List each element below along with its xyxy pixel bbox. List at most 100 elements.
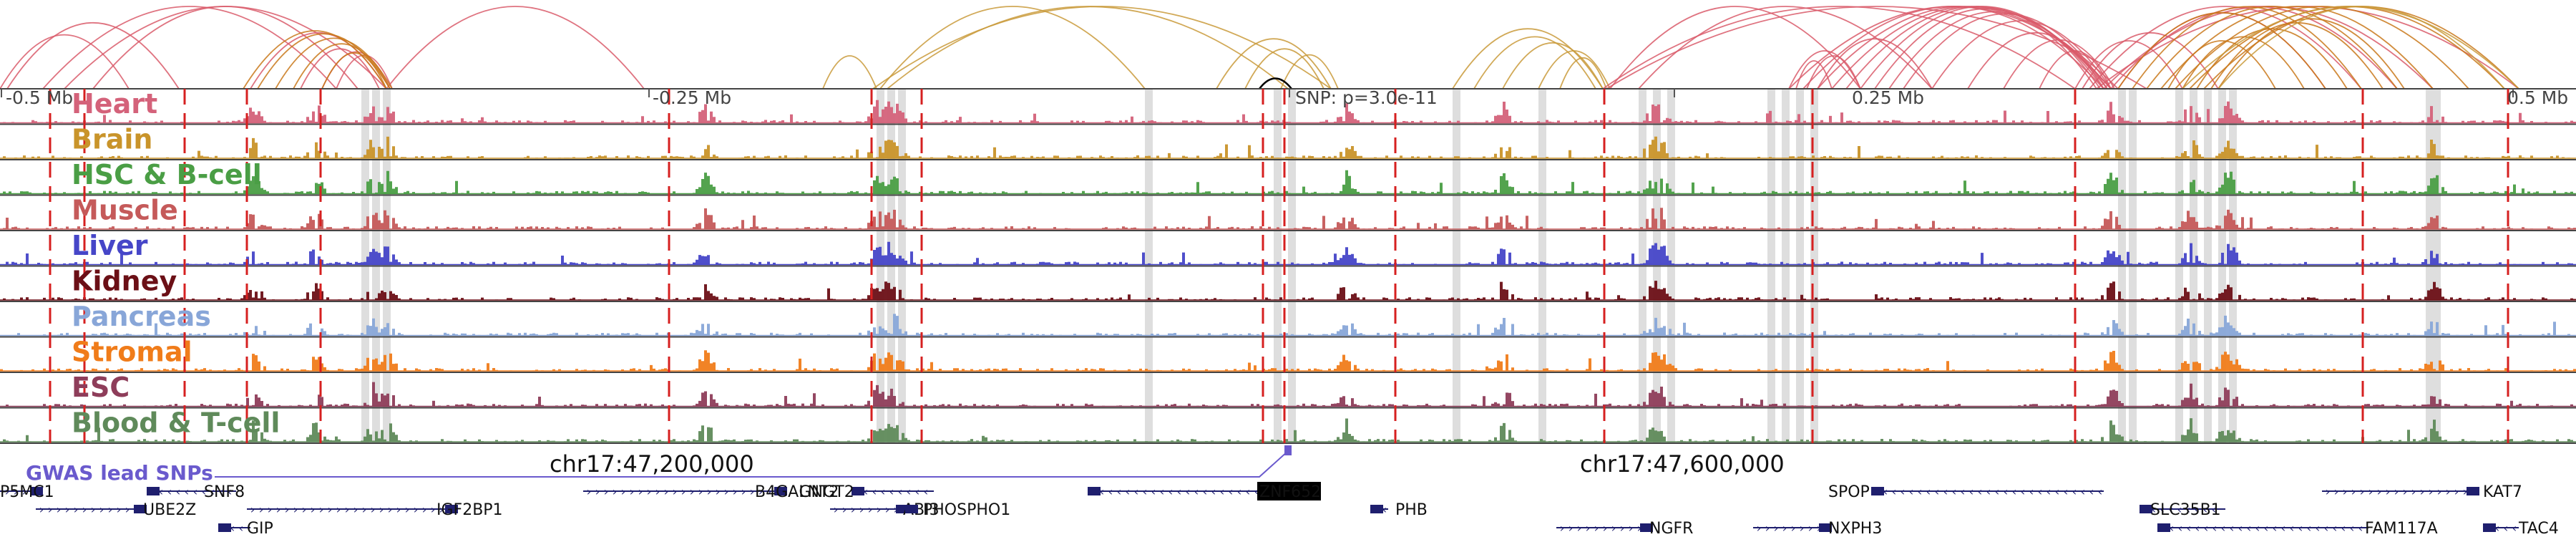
strand-chevron: ‹ bbox=[1969, 485, 1974, 498]
interaction-arc bbox=[275, 37, 393, 90]
interaction-arc bbox=[1559, 57, 1607, 90]
gene-label: TAC4 bbox=[2518, 520, 2559, 537]
strand-chevron: › bbox=[2429, 485, 2433, 498]
strand-chevron: ‹ bbox=[1926, 485, 1931, 498]
gwas-snp-marker bbox=[1284, 445, 1292, 455]
gene-b4galnt2: ›››››››››››››››››››››››B4GALNT2 bbox=[583, 483, 839, 501]
strand-chevron: ‹ bbox=[2512, 521, 2517, 535]
gene-phb: ‹‹PHB bbox=[1370, 501, 1428, 519]
strand-chevron: ‹ bbox=[889, 485, 894, 498]
red-marker-lines bbox=[49, 89, 2509, 443]
interaction-arc bbox=[2074, 40, 2183, 90]
track-signal bbox=[0, 350, 2576, 371]
track-signal bbox=[0, 418, 2576, 442]
strand-chevron: › bbox=[371, 503, 375, 516]
interaction-arc bbox=[2003, 39, 2115, 90]
gene-p5mc1: ›››››P5MC1 bbox=[0, 483, 54, 501]
strand-chevron: ‹ bbox=[1901, 485, 1905, 498]
strand-chevron: ‹ bbox=[1203, 485, 1207, 498]
gene-label: PHOSPHO1 bbox=[923, 501, 1010, 519]
gene-label: NGFR bbox=[1649, 520, 1693, 537]
gene-exon bbox=[774, 487, 787, 495]
gene-exon bbox=[1370, 505, 1383, 513]
gene-exon bbox=[852, 487, 864, 495]
strand-chevron: ‹ bbox=[1892, 485, 1896, 498]
strand-chevron: ‹ bbox=[1995, 485, 1999, 498]
strand-chevron: › bbox=[690, 485, 694, 498]
axis-label-left-mid: -0.25 Mb bbox=[653, 87, 731, 108]
interaction-arc bbox=[243, 30, 387, 90]
interaction-arc bbox=[1502, 42, 1604, 90]
strand-chevron: ‹ bbox=[2333, 521, 2337, 535]
gene-exon bbox=[1088, 487, 1101, 495]
strand-chevron: › bbox=[604, 485, 608, 498]
strand-chevron: › bbox=[414, 503, 418, 516]
strand-chevron: › bbox=[2326, 485, 2330, 498]
strand-chevron: › bbox=[1637, 521, 1641, 535]
track-labels: Heart Brain HSC & B-cell Muscle Liver Kidney P… bbox=[72, 88, 280, 439]
strand-chevron: ‹ bbox=[1177, 485, 1181, 498]
interaction-arc bbox=[386, 6, 645, 90]
strand-chevron: ‹ bbox=[924, 485, 928, 498]
strand-chevron: ‹ bbox=[1194, 485, 1199, 498]
interaction-arc bbox=[1795, 60, 1833, 90]
strand-chevron: ‹ bbox=[2004, 485, 2008, 498]
gene-gip: ‹‹‹GIP bbox=[218, 520, 273, 537]
track-label: Stromal bbox=[72, 337, 192, 368]
gene-annotation-track: › › › › › P5MC1 ‹ ‹ ‹ ‹ ‹ ‹ ‹ ‹ ‹ ‹ SNF8 › › › › › › › › › › › › › › › ›… bbox=[0, 482, 2559, 537]
strand-chevron: ‹ bbox=[2298, 521, 2303, 535]
gene-exon bbox=[905, 505, 918, 513]
interaction-arc bbox=[822, 55, 877, 90]
strand-chevron: › bbox=[379, 503, 384, 516]
axis-label-left: -0.5 Mb bbox=[6, 87, 73, 108]
track-signal bbox=[0, 136, 2576, 158]
gene-znf652: ‹‹‹‹‹‹‹‹‹‹‹‹‹‹‹‹‹‹‹‹ZNF652 bbox=[1088, 482, 1321, 501]
strand-chevron: ‹ bbox=[2203, 503, 2207, 516]
strand-chevron: ‹ bbox=[881, 485, 885, 498]
interaction-arc bbox=[2132, 6, 2362, 90]
strand-chevron: › bbox=[285, 503, 289, 516]
strand-chevron: › bbox=[664, 485, 668, 498]
strand-chevron: ‹ bbox=[2316, 521, 2320, 535]
strand-chevron: ‹ bbox=[2064, 485, 2068, 498]
strand-chevron: ‹ bbox=[2341, 521, 2346, 535]
strand-chevron: › bbox=[767, 485, 771, 498]
snp-pvalue-label: SNP: p=3.0e-11 bbox=[1295, 87, 1438, 108]
interaction-arc bbox=[42, 6, 337, 90]
interaction-arc bbox=[293, 43, 391, 90]
gene-snf8: ‹‹‹‹‹‹‹‹‹‹SNF8 bbox=[147, 483, 245, 501]
gene-exon bbox=[30, 487, 43, 495]
strand-chevron: ‹ bbox=[1246, 485, 1250, 498]
strand-chevron: › bbox=[1568, 521, 1573, 535]
strand-chevron: ‹ bbox=[1986, 485, 1991, 498]
strand-chevron: › bbox=[2351, 485, 2356, 498]
strand-chevron: ‹ bbox=[2247, 521, 2251, 535]
strand-chevron: ‹ bbox=[2273, 521, 2277, 535]
strand-chevron: ‹ bbox=[1117, 485, 1121, 498]
interaction-arc bbox=[2175, 6, 2469, 90]
track-signal bbox=[0, 208, 2576, 229]
strand-chevron: › bbox=[293, 503, 298, 516]
interaction-arc bbox=[64, 6, 387, 90]
track-signal bbox=[0, 314, 2576, 336]
strand-chevron: ‹ bbox=[1160, 485, 1164, 498]
strand-chevron: › bbox=[724, 485, 728, 498]
strand-chevron: ‹ bbox=[176, 485, 180, 498]
strand-chevron: › bbox=[362, 503, 366, 516]
strand-chevron: ‹ bbox=[2504, 521, 2508, 535]
strand-chevron: ‹ bbox=[2281, 521, 2285, 535]
strand-chevron: ‹ bbox=[2089, 485, 2094, 498]
strand-chevron: ‹ bbox=[2038, 485, 2042, 498]
strand-chevron: › bbox=[2420, 485, 2424, 498]
strand-chevron: ‹ bbox=[185, 485, 189, 498]
strand-chevron: ‹ bbox=[2495, 521, 2499, 535]
strand-chevron: › bbox=[2334, 485, 2338, 498]
strand-chevron: › bbox=[1800, 521, 1804, 535]
strand-chevron: › bbox=[1782, 521, 1787, 535]
strand-chevron: › bbox=[2463, 485, 2467, 498]
track-label: HSC & B-cell bbox=[72, 159, 262, 190]
axis-label-right-mid: 0.25 Mb bbox=[1852, 87, 1924, 108]
strand-chevron: ‹ bbox=[2230, 521, 2234, 535]
strand-chevron: › bbox=[99, 503, 104, 516]
gene-igf2bp1: ››››››››››››››››››››››››IGF2BP1 bbox=[247, 501, 503, 519]
